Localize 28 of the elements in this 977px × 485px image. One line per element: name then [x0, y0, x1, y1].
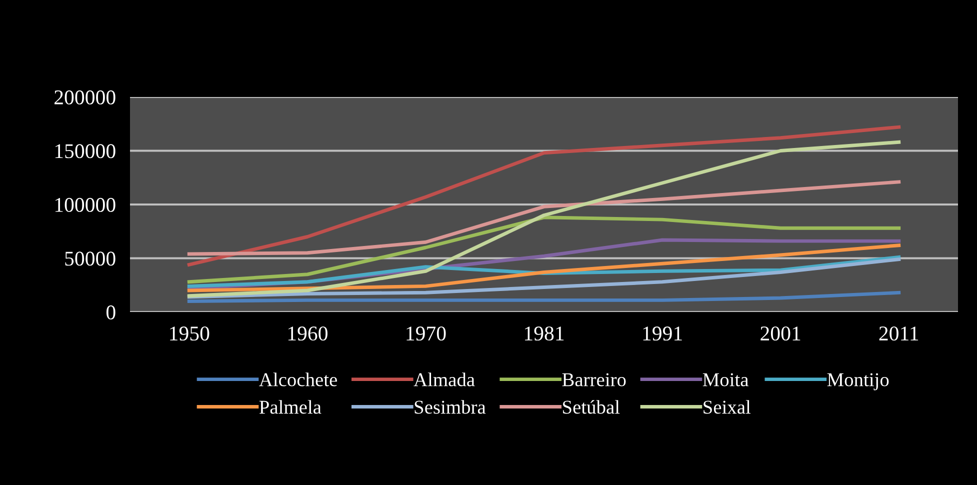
- x-tick-label: 1981: [525, 326, 564, 341]
- line-series: [187, 140, 901, 298]
- line-series: [187, 258, 901, 299]
- line-series: [187, 255, 901, 288]
- legend-label: Palmela: [259, 400, 322, 414]
- y-tick-label: 200000: [54, 90, 116, 104]
- legend-label: Setúbal: [563, 400, 620, 414]
- line-series: [187, 125, 901, 266]
- legend-label: Sesimbra: [414, 400, 486, 414]
- line-series: [187, 290, 901, 303]
- x-tick-label: 1991: [643, 326, 682, 341]
- x-tick-label: 1970: [406, 326, 446, 341]
- y-tick-label: 150000: [55, 144, 116, 158]
- legend-label: Montijo: [827, 373, 889, 390]
- x-tick-label: 1960: [288, 326, 328, 341]
- legend-label: Moita: [702, 373, 748, 386]
- x-tick-label: 1950: [170, 326, 210, 341]
- line-series: [187, 216, 901, 284]
- x-tick-label: 2011: [879, 326, 918, 341]
- legend-label: Almada: [414, 372, 475, 386]
- x-tick-label: 2001: [760, 326, 800, 341]
- y-tick-label: 0: [106, 305, 116, 320]
- y-tick-label: 100000: [55, 198, 116, 212]
- legend-label: Seixal: [704, 400, 751, 414]
- legend-label: Barreiro: [562, 373, 626, 386]
- legend-label: Alcochete: [259, 372, 337, 386]
- y-tick-label: 50000: [65, 252, 116, 266]
- line-series: [187, 180, 901, 256]
